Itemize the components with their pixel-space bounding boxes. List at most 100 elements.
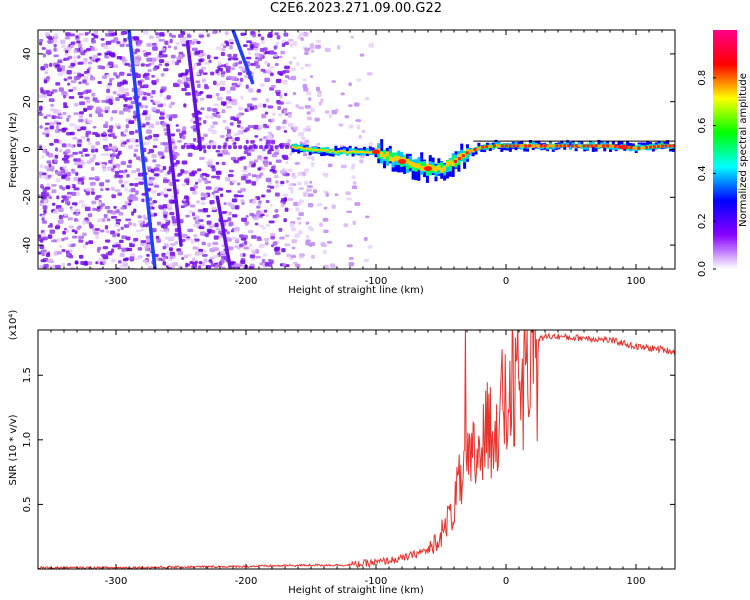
spectrogram-noise-cell	[290, 75, 297, 81]
spectrogram-ridge-cell	[414, 163, 418, 169]
spectrogram-noise-cell	[45, 114, 52, 117]
spectrogram-noise-cell	[294, 233, 300, 238]
spectrogram-noise-cell	[153, 167, 160, 172]
spectrogram-noise-cell	[213, 188, 218, 191]
spectrogram-noise-cell	[153, 133, 160, 138]
spectrogram-noise-cell	[87, 61, 93, 65]
spectrogram-noise-cell	[175, 41, 180, 46]
spectrogram-noise-cell	[40, 183, 44, 188]
spectrogram-noise-cell	[69, 33, 76, 37]
spectrogram-noise-cell	[150, 99, 154, 103]
spectrogram-noise-cell	[292, 175, 297, 180]
spectrogram-noise-cell	[167, 258, 173, 262]
spectrogram-noise-cell	[118, 179, 123, 184]
spectrogram-noise-cell	[177, 80, 183, 85]
spectrogram-noise-cell	[278, 113, 283, 117]
spectrogram-noise-cell	[201, 201, 206, 205]
spectrogram-noise-cell	[265, 68, 272, 72]
spectrogram-noise-cell	[261, 194, 266, 198]
spectrogram-noise-cell	[68, 55, 73, 60]
spectrogram-noise-cell	[306, 188, 312, 192]
spectrogram-noise-cell	[256, 205, 261, 209]
spectrogram-noise-cell	[367, 72, 373, 76]
spectrogram-ridge-cell	[337, 151, 341, 155]
spectrogram-noise-cell	[198, 261, 203, 265]
spectrogram-noise-cell	[203, 133, 208, 138]
spectrogram-noise-cell	[248, 88, 254, 93]
spectrogram-noise-cell	[218, 187, 224, 191]
spectrogram-noise-cell	[350, 35, 355, 39]
spectrogram-ridge-cell	[526, 144, 530, 149]
spectrogram-ridge-cell	[637, 144, 641, 149]
spectrogram-noise-cell	[118, 239, 124, 244]
spectrogram-noise-cell	[69, 131, 75, 136]
spectrogram-noise-cell	[300, 66, 304, 70]
spectrogram-noise-cell	[216, 96, 223, 101]
spectrogram-noise-cell	[204, 83, 208, 88]
spectrogram-noise-cell	[127, 108, 131, 113]
spectrogram-noise-cell	[162, 208, 167, 212]
spectrogram-noise-cell	[151, 46, 158, 51]
spectrogram-noise-cell	[218, 235, 223, 239]
spectrogram-noise-cell	[167, 170, 171, 175]
spectrogram-noise-cell	[351, 175, 356, 180]
spectrogram-noise-cell	[287, 111, 292, 115]
spectrogram-noise-cell	[217, 67, 224, 72]
spectrogram-noise-cell	[44, 31, 50, 37]
spectrogram-noise-cell	[123, 38, 127, 43]
spectrogram-noise-cell	[264, 60, 269, 65]
spectrogram-noise-cell	[133, 36, 139, 41]
spectrogram-noise-cell	[112, 148, 116, 153]
spectrogram-noise-cell	[96, 206, 101, 210]
spectrogram-noise-cell	[293, 41, 298, 46]
spectrogram-noise-cell	[316, 203, 323, 207]
spectrogram-noise-cell	[38, 171, 43, 176]
spectrogram-ridge-cell	[591, 144, 595, 152]
spectrogram-noise-cell	[159, 229, 165, 233]
spectrogram-noise-cell	[215, 92, 220, 97]
spectrogram-ridge-core	[539, 144, 543, 148]
spectrogram-noise-cell	[274, 214, 280, 218]
spectrogram-noise-cell	[109, 77, 115, 81]
spectrogram-ridge-core	[660, 144, 664, 148]
spectrogram-noise-cell	[116, 125, 121, 130]
spectrogram-noise-cell	[87, 213, 93, 218]
spectrogram-noise-cell	[97, 201, 102, 206]
spectrogram-noise-cell	[156, 192, 161, 196]
spectrogram-ridge-cell	[643, 146, 647, 149]
spectrogram-noise-cell	[172, 155, 178, 159]
spectrogram-noise-cell	[190, 239, 196, 244]
spectrogram-noise-cell	[169, 236, 175, 241]
spectrogram-noise-cell	[151, 153, 157, 159]
spectrogram-noise-cell	[112, 233, 116, 238]
spectrogram-noise-cell	[228, 169, 234, 173]
spectrogram-noise-cell	[259, 172, 264, 176]
spectrogram-noise-cell	[69, 208, 74, 212]
spectrogram-ridge-cell	[437, 165, 441, 171]
spectrogram-noise-cell	[210, 263, 216, 267]
spectrogram-noise-cell	[88, 141, 92, 146]
spectrogram-noise-cell	[60, 65, 66, 69]
spectrogram-noise-cell	[146, 57, 153, 62]
spectrogram-ridge-cell	[588, 145, 592, 148]
spectrogram-noise-cell	[116, 56, 123, 60]
spectrogram-noise-cell	[128, 199, 133, 203]
spectrogram-noise-cell	[205, 232, 209, 238]
spectrogram-noise-cell	[261, 226, 266, 230]
spectrogram-noise-cell	[146, 166, 152, 170]
spectrogram-noise-cell	[245, 179, 252, 184]
spectrogram-ridge-core	[594, 144, 598, 148]
colorbar-tick-label: 0.0	[697, 261, 708, 277]
spectrogram-ridge-core	[516, 144, 520, 148]
spectrogram-noise-cell	[230, 41, 234, 45]
spectrogram-noise-cell	[187, 228, 194, 233]
spectrogram-noise-cell	[146, 92, 151, 97]
spectrogram-noise-cell	[54, 115, 60, 119]
spectrogram-ridge-cell	[546, 145, 550, 148]
spectrogram-noise-cell	[231, 214, 238, 218]
spectrogram-noise-cell	[136, 156, 141, 161]
spectrogram-ridge-cell	[503, 143, 507, 147]
spectrogram-noise-cell	[142, 49, 147, 53]
spectrogram-noise-cell	[194, 220, 200, 225]
